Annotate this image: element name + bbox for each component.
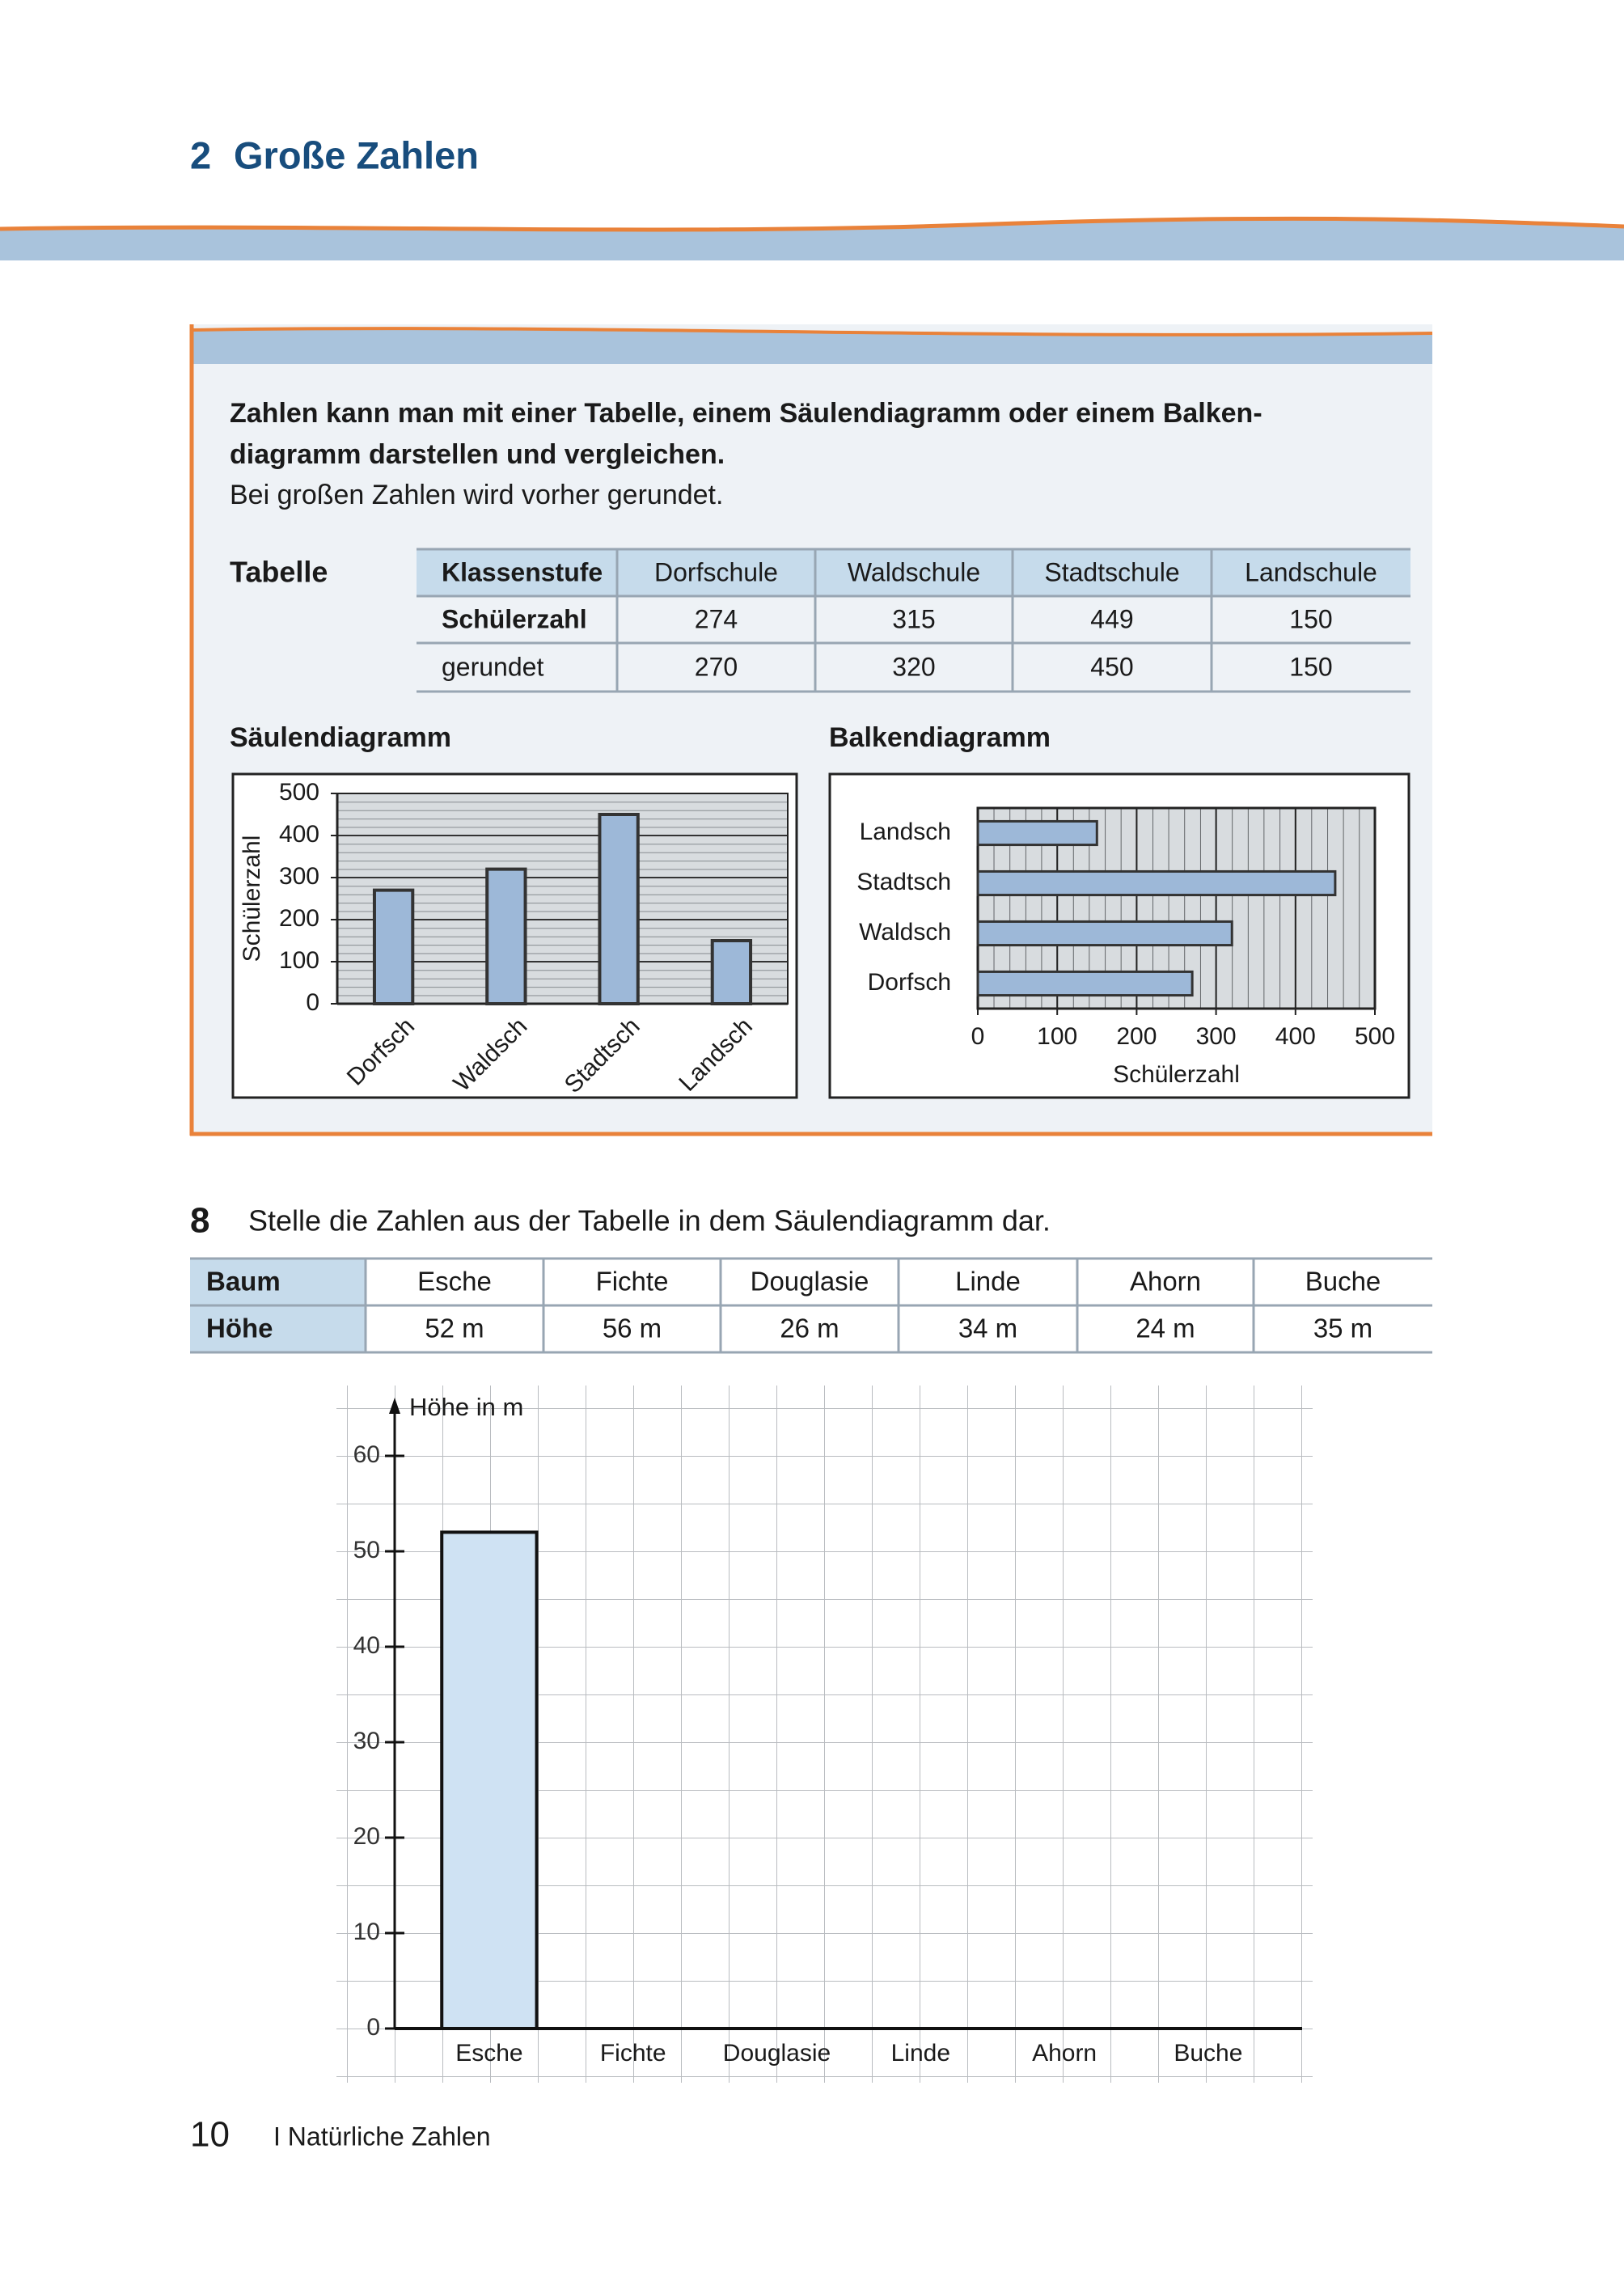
table-cell: 274 xyxy=(695,604,738,633)
y-tick-label: 500 xyxy=(279,779,319,806)
bar xyxy=(710,939,753,1005)
chapter-number: 2 xyxy=(190,133,211,176)
table-cell: Linde xyxy=(955,1267,1021,1297)
bar xyxy=(440,1530,539,2030)
x-tick-label: Buche xyxy=(1174,2040,1242,2067)
table-cell: 24 m xyxy=(1136,1314,1195,1343)
intro-line: Zahlen kann man mit einer Tabelle, einem… xyxy=(230,398,1262,429)
table-cell: 150 xyxy=(1289,652,1332,681)
table-cell: Landschule xyxy=(1245,557,1377,586)
bar xyxy=(976,869,1337,897)
plot-border xyxy=(976,806,1377,1010)
table-cell: 52 m xyxy=(425,1314,484,1343)
x-tick-label: Fichte xyxy=(600,2040,666,2067)
x-tick-label: 0 xyxy=(971,1023,985,1050)
table-cell: Douglasie xyxy=(751,1267,869,1297)
table-cell: 150 xyxy=(1289,604,1332,633)
y-tick-label: 0 xyxy=(306,989,319,1016)
y-tick-label: 60 xyxy=(353,1441,380,1468)
y-tick-label: 0 xyxy=(366,2014,380,2041)
note: Bei großen Zahlen wird vorher gerundet. xyxy=(230,480,723,510)
x-tick-label: 500 xyxy=(1355,1023,1395,1050)
x-tick-label: Douglasie xyxy=(723,2040,831,2067)
y-tick-label: 10 xyxy=(353,1919,380,1945)
table-cell: Dorfschule xyxy=(654,557,778,586)
table-cell: Esche xyxy=(417,1267,492,1297)
bar xyxy=(976,970,1194,997)
y-axis-label: Höhe in m xyxy=(409,1393,523,1421)
y-tick-label: 50 xyxy=(353,1537,380,1563)
y-tick-label: Stadtsch xyxy=(856,869,951,895)
table-cell: Schülerzahl xyxy=(442,604,587,633)
table-cell: Buche xyxy=(1305,1267,1381,1297)
x-tick-label: Linde xyxy=(891,2040,950,2067)
y-tick-label: 100 xyxy=(279,947,319,974)
y-tick-label: 30 xyxy=(353,1728,380,1754)
x-tick-label: 300 xyxy=(1196,1023,1237,1050)
bar xyxy=(485,867,527,1005)
table-cell: Waldschule xyxy=(848,557,980,586)
plot-border xyxy=(336,793,789,1005)
table-cell: 450 xyxy=(1090,652,1133,681)
table-cell: Klassenstufe xyxy=(442,557,603,586)
bar xyxy=(976,920,1233,947)
table-cell: 270 xyxy=(695,652,738,681)
table-cell: 315 xyxy=(892,604,935,633)
y-axis-label: Schülerzahl xyxy=(239,836,265,962)
table-cell: 56 m xyxy=(603,1314,662,1343)
table-cell: Baum xyxy=(206,1267,281,1297)
table-cell: Ahorn xyxy=(1130,1267,1201,1297)
table-header-bg xyxy=(417,549,1410,596)
axis-arrow xyxy=(389,1398,400,1414)
header-band xyxy=(0,218,1624,260)
bar xyxy=(372,888,415,1005)
table-cell: 320 xyxy=(892,652,935,681)
x-tick-label: 100 xyxy=(1037,1023,1077,1050)
y-tick-label: 20 xyxy=(353,1823,380,1850)
x-tick-label: 400 xyxy=(1275,1023,1316,1050)
table-cell: Fichte xyxy=(596,1267,669,1297)
y-tick-label: 400 xyxy=(279,821,319,848)
table-cell: gerundet xyxy=(442,652,543,681)
chart-title: Säulendiagramm xyxy=(230,722,451,753)
table-cell: 34 m xyxy=(958,1314,1017,1343)
table-label: Tabelle xyxy=(230,556,328,589)
x-tick-label: 200 xyxy=(1116,1023,1157,1050)
page-number: 10 xyxy=(190,2115,230,2155)
y-tick-label: Waldsch xyxy=(859,919,951,946)
chart-title: Balkendiagramm xyxy=(829,722,1051,753)
bar xyxy=(598,813,640,1005)
info-band-line xyxy=(192,327,1433,336)
y-tick-label: 200 xyxy=(279,905,319,932)
chapter-title: Große Zahlen xyxy=(234,133,479,176)
exercise-text: Stelle die Zahlen aus der Tabelle in dem… xyxy=(248,1204,1051,1237)
y-tick-label: 40 xyxy=(353,1632,380,1659)
y-tick-label: Landsch xyxy=(860,819,951,845)
info-band xyxy=(192,328,1432,364)
intro-line: diagramm darstellen und vergleichen. xyxy=(230,439,725,470)
x-tick-label: Ahorn xyxy=(1032,2040,1097,2067)
y-tick-label: 300 xyxy=(279,863,319,890)
bar xyxy=(976,819,1098,847)
table-cell: 26 m xyxy=(780,1314,839,1343)
x-tick-label: Esche xyxy=(455,2040,522,2067)
exercise-number: 8 xyxy=(190,1201,209,1241)
y-tick-label: Dorfsch xyxy=(868,969,951,996)
x-axis-label: Schülerzahl xyxy=(1113,1061,1240,1088)
table-cell: 35 m xyxy=(1313,1314,1372,1343)
header-line xyxy=(0,216,1624,232)
table-cell: Stadtschule xyxy=(1044,557,1179,586)
table-cell: 449 xyxy=(1090,604,1133,633)
section-name: I Natürliche Zahlen xyxy=(273,2122,491,2151)
table-cell: Höhe xyxy=(206,1314,273,1343)
